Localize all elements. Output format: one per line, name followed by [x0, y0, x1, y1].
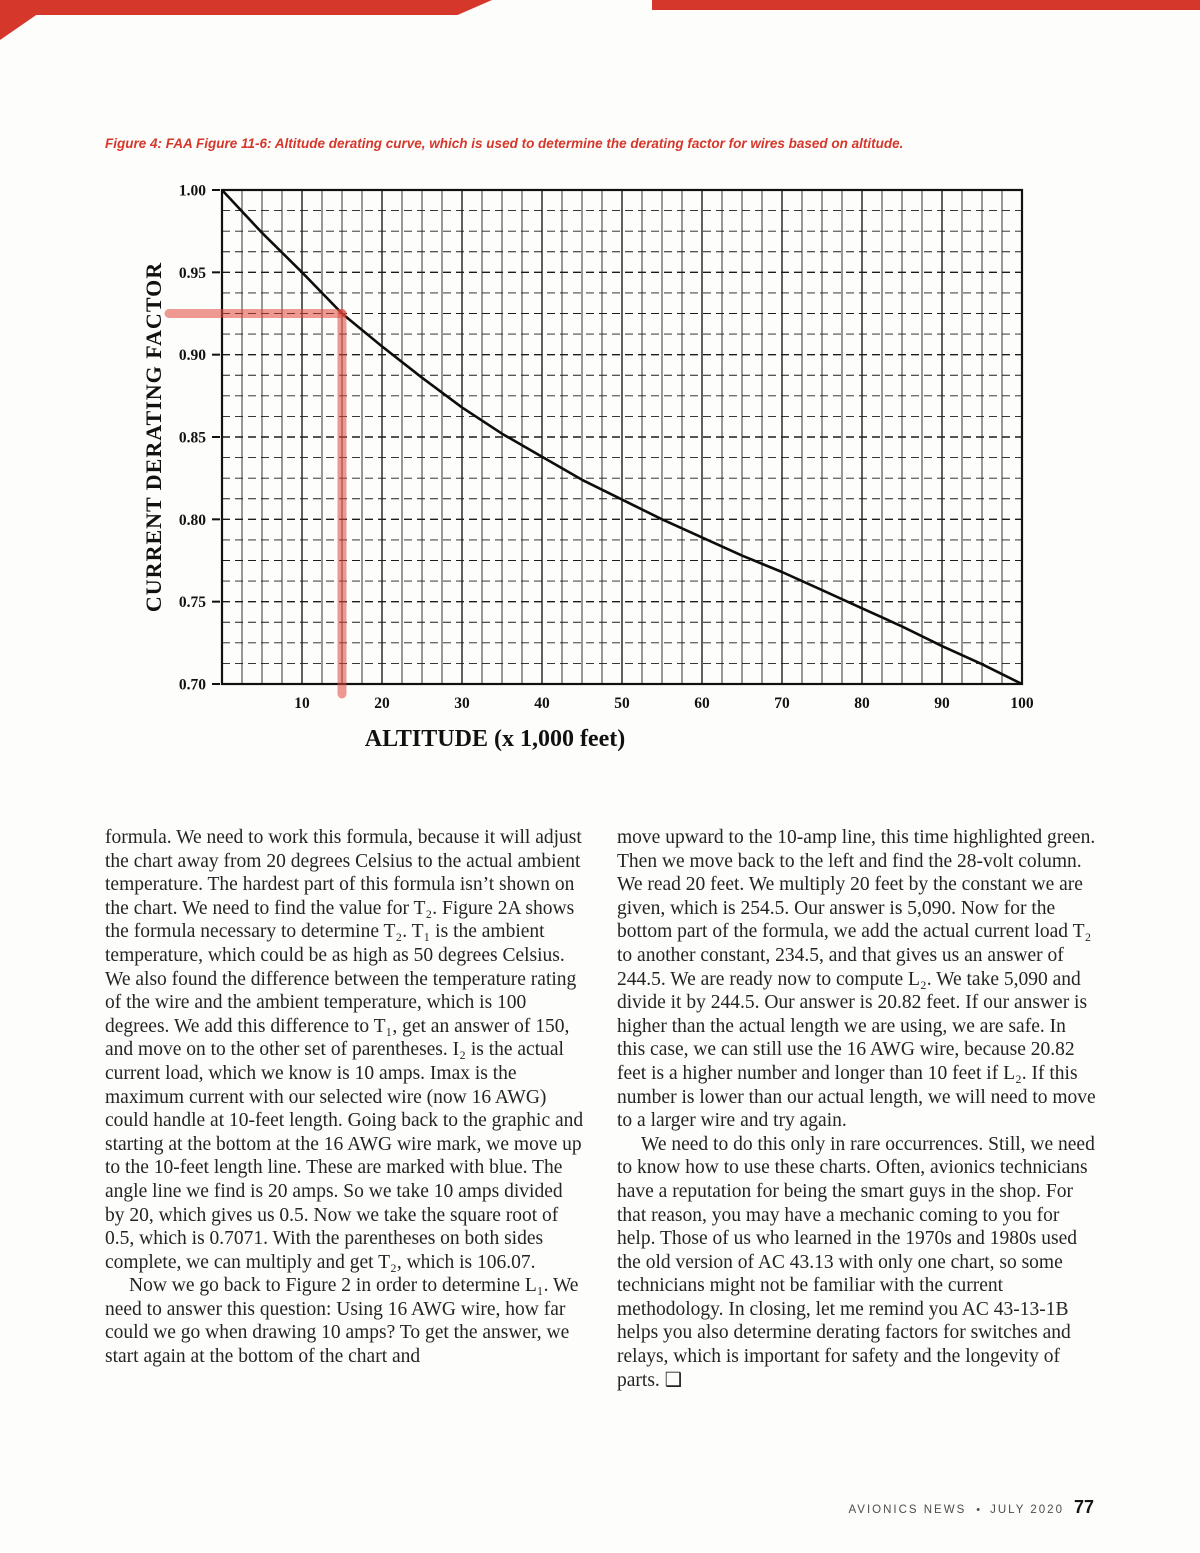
x-tick-label: 40: [534, 695, 550, 712]
plot-frame: [220, 188, 1024, 686]
y-tick-label: 0.85: [179, 430, 206, 447]
top-left-corner-accent: [0, 0, 58, 40]
paragraph: formula. We need to work this formula, b…: [105, 827, 584, 1273]
y-tick-label: 1.00: [179, 183, 206, 200]
top-left-red-bar: [0, 0, 492, 15]
issue-date: JULY 2020: [990, 1504, 1064, 1516]
figure-caption: Figure 4: FAA Figure 11-6: Altitude dera…: [105, 136, 904, 151]
x-tick-label: 20: [374, 695, 390, 712]
x-tick-label: 90: [934, 695, 950, 712]
journal-name: AVIONICS NEWS: [848, 1504, 967, 1516]
article-left-column: formula. We need to work this formula, b…: [105, 826, 585, 1369]
x-tick-label: 80: [854, 695, 870, 712]
y-tick-label: 0.80: [179, 512, 206, 529]
y-tick-label: 0.90: [179, 347, 206, 364]
altitude-derating-chart: 1.00 0.95 0.90 0.85 0.80 0.75 0.70 10 20 30 40 50 60…: [105, 168, 1095, 778]
y-tick-label: 0.95: [179, 265, 206, 282]
y-axis-title: CURRENT DERATING FACTOR: [141, 262, 166, 612]
top-right-red-bar: [652, 0, 1200, 10]
paragraph: Now we go back to Figure 2 in order to d…: [105, 1275, 579, 1368]
derating-chart-svg: 1.00 0.95 0.90 0.85 0.80 0.75 0.70 10 20 30 40 50 60…: [141, 183, 1034, 753]
x-tick-label: 70: [774, 695, 790, 712]
paragraph: We need to do this only in rare occurren…: [617, 1133, 1095, 1391]
article-right-column: move upward to the 10-amp line, this tim…: [617, 826, 1097, 1392]
x-tick-label: 30: [454, 695, 470, 712]
derating-curve: [221, 189, 1023, 686]
x-tick-label: 50: [614, 695, 630, 712]
x-tick-label: 100: [1010, 695, 1034, 712]
paragraph: move upward to the 10-amp line, this tim…: [617, 827, 1096, 1132]
x-axis-title: ALTITUDE (x 1,000 feet): [365, 726, 625, 752]
page-number: 77: [1073, 1497, 1094, 1517]
footer-bullet: •: [976, 1504, 981, 1516]
x-tick-label: 60: [694, 695, 710, 712]
y-tick-label: 0.75: [179, 594, 206, 611]
page-footer: AVIONICS NEWS • JULY 2020 77: [848, 1497, 1094, 1518]
y-tick-label: 0.70: [179, 677, 206, 694]
x-tick-label: 10: [294, 695, 310, 712]
